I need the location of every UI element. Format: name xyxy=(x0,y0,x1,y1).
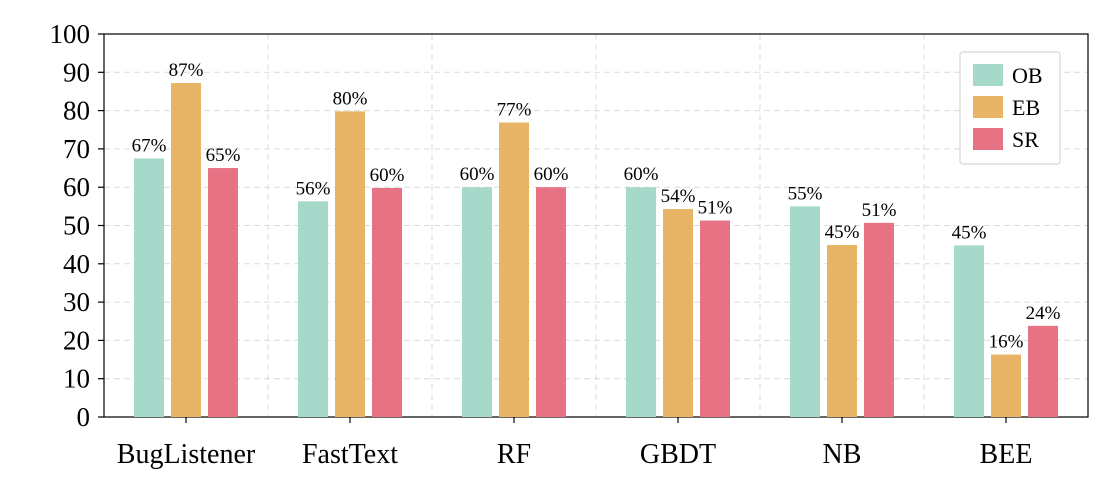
data-label: 60% xyxy=(624,164,659,185)
y-tick-label: 0 xyxy=(77,402,91,432)
x-category-label: BEE xyxy=(980,439,1033,470)
legend-swatch-eb xyxy=(973,96,1003,118)
bar-ob xyxy=(954,245,984,417)
bar-sr xyxy=(700,220,730,417)
y-tick-label: 100 xyxy=(50,19,91,49)
bar-ob xyxy=(790,206,820,417)
y-tick-label: 10 xyxy=(63,364,90,394)
data-label: 54% xyxy=(661,186,696,207)
bar-ob xyxy=(626,187,656,417)
data-label: 60% xyxy=(370,165,405,186)
legend-label: OB xyxy=(1012,63,1043,88)
x-category-label: RF xyxy=(497,439,531,470)
bar-sr xyxy=(208,168,238,417)
bar-sr xyxy=(372,187,402,417)
bar-ob xyxy=(134,158,164,417)
data-label: 60% xyxy=(460,164,495,185)
data-label: 67% xyxy=(132,135,167,156)
bar-ob xyxy=(298,201,328,417)
bar-eb xyxy=(335,111,365,417)
bar-sr xyxy=(1028,325,1058,417)
y-tick-label: 80 xyxy=(63,96,90,126)
legend-label: EB xyxy=(1012,95,1040,120)
x-category-label: GBDT xyxy=(640,439,716,470)
data-label: 55% xyxy=(788,183,823,204)
legend-label: SR xyxy=(1012,127,1039,152)
data-label: 65% xyxy=(206,145,241,166)
data-label: 87% xyxy=(169,60,204,81)
legend-swatch-sr xyxy=(973,128,1003,150)
bar-ob xyxy=(462,187,492,417)
y-tick-label: 70 xyxy=(63,134,90,164)
legend-swatch-ob xyxy=(973,64,1003,86)
bar-eb xyxy=(663,209,693,417)
bar-eb xyxy=(827,245,857,417)
data-label: 56% xyxy=(296,178,331,199)
bar-eb xyxy=(171,83,201,418)
data-label: 60% xyxy=(534,164,569,185)
y-tick-label: 40 xyxy=(63,249,90,279)
x-category-label: BugListener xyxy=(117,439,256,470)
data-label: 80% xyxy=(333,88,368,109)
y-tick-label: 90 xyxy=(63,57,90,87)
data-label: 51% xyxy=(862,200,897,221)
data-label: 16% xyxy=(989,332,1024,353)
bar-sr xyxy=(536,187,566,417)
bar-eb xyxy=(499,122,529,418)
y-tick-label: 20 xyxy=(63,325,90,355)
y-tick-label: 60 xyxy=(63,172,90,202)
data-label: 45% xyxy=(952,222,987,243)
y-tick-label: 50 xyxy=(63,211,90,241)
data-label: 77% xyxy=(497,99,532,120)
x-category-label: FastText xyxy=(302,439,398,470)
bar-eb xyxy=(991,354,1021,417)
data-label: 51% xyxy=(698,198,733,219)
bar-sr xyxy=(864,222,894,417)
y-tick-label: 30 xyxy=(63,287,90,317)
x-category-label: NB xyxy=(823,439,862,470)
data-label: 24% xyxy=(1026,303,1061,324)
data-label: 45% xyxy=(825,222,860,243)
